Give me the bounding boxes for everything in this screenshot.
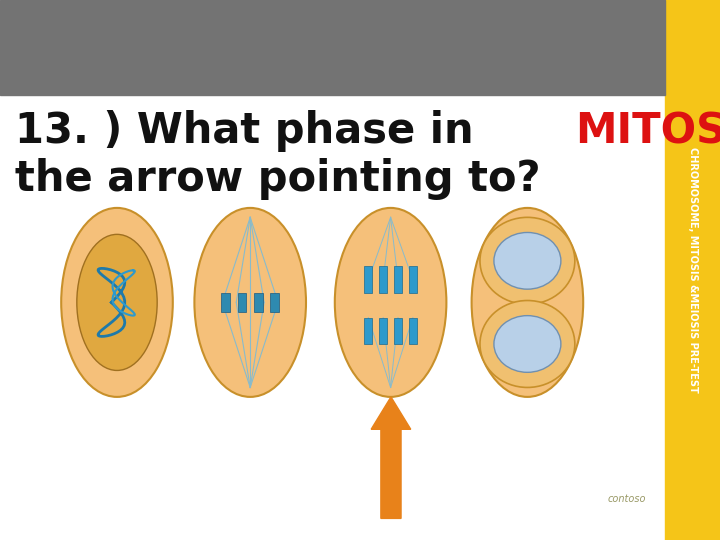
Bar xyxy=(254,293,263,312)
Ellipse shape xyxy=(494,232,561,289)
Ellipse shape xyxy=(472,208,583,397)
Ellipse shape xyxy=(494,315,561,373)
Bar xyxy=(379,318,387,344)
Bar xyxy=(394,318,402,344)
Text: the arrow pointing to?: the arrow pointing to? xyxy=(15,158,541,200)
FancyArrow shape xyxy=(372,397,411,518)
Bar xyxy=(364,267,372,293)
Text: 13. ) What phase in: 13. ) What phase in xyxy=(15,110,488,152)
Bar xyxy=(221,293,230,312)
Bar xyxy=(665,0,720,540)
Bar xyxy=(238,293,246,312)
Bar xyxy=(394,267,402,293)
Bar xyxy=(409,318,417,344)
Ellipse shape xyxy=(480,217,575,304)
Bar xyxy=(409,267,417,293)
Bar xyxy=(0,0,665,95)
Ellipse shape xyxy=(480,300,575,388)
Bar xyxy=(364,318,372,344)
Text: CHROMOSOME, MITOSIS &MEIOSIS PRE-TEST: CHROMOSOME, MITOSIS &MEIOSIS PRE-TEST xyxy=(688,147,698,393)
Text: MITOSIS: MITOSIS xyxy=(575,110,720,152)
Ellipse shape xyxy=(194,208,306,397)
Text: contoso: contoso xyxy=(607,495,646,504)
Bar xyxy=(379,267,387,293)
Bar xyxy=(270,293,279,312)
Ellipse shape xyxy=(77,234,157,370)
Ellipse shape xyxy=(335,208,446,397)
Ellipse shape xyxy=(61,208,173,397)
